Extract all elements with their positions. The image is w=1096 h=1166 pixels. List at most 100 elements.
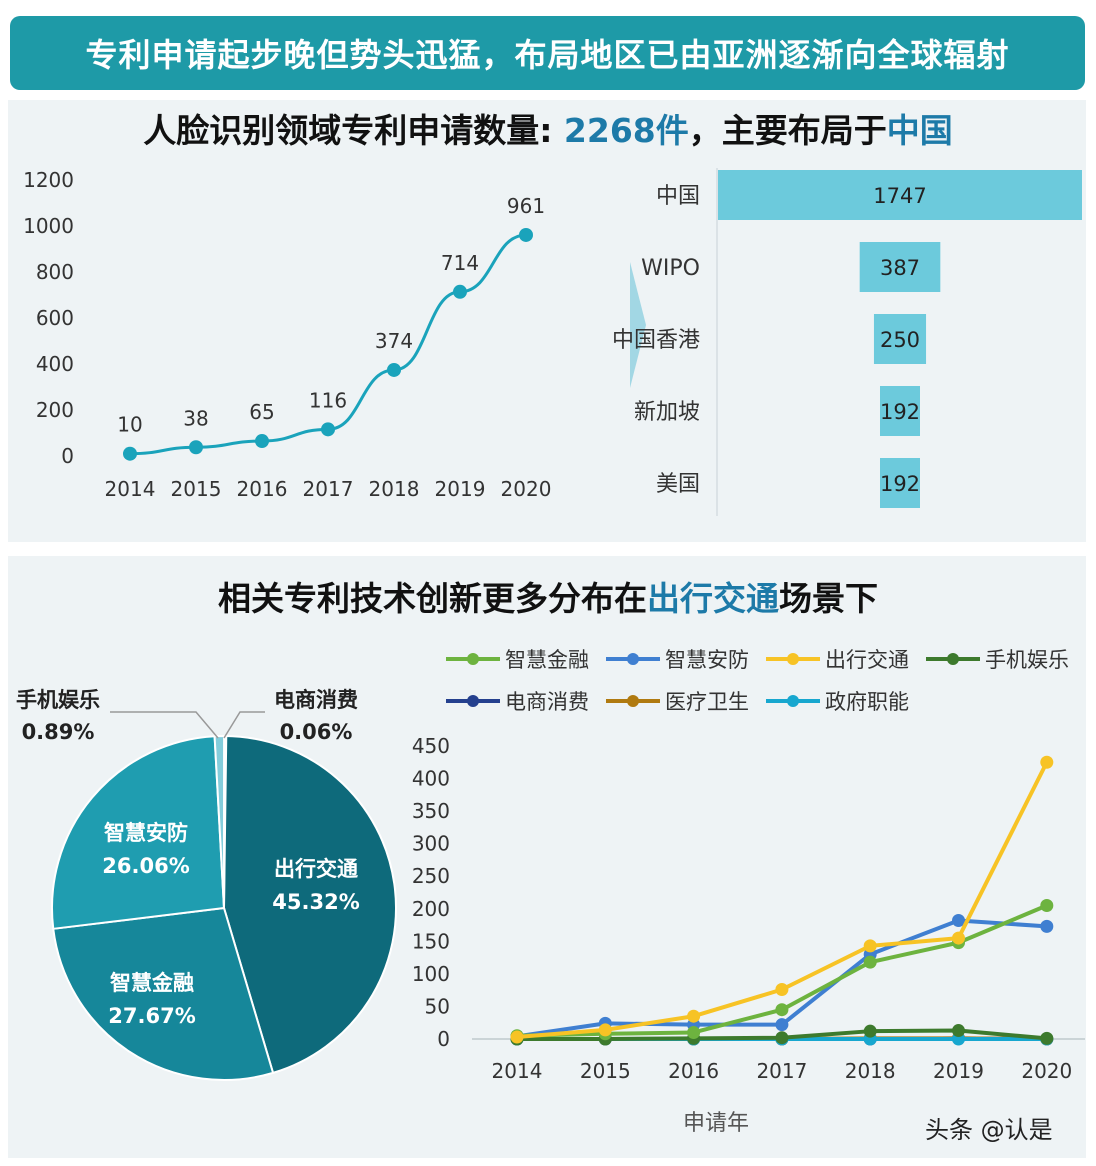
pie-slice (222, 734, 397, 1075)
x-tick-label: 2015 (580, 1059, 631, 1083)
bar (873, 314, 927, 364)
data-point (123, 446, 137, 461)
x-tick-label: 2016 (237, 477, 288, 501)
legend-swatch-marker (627, 653, 639, 665)
x-tick-label: 2018 (369, 477, 420, 501)
bar-value-label: 1747 (873, 184, 926, 208)
legend-swatch-marker (467, 653, 479, 665)
pie-label: 出行交通 (274, 857, 358, 881)
title2-suffix: 场景下 (779, 579, 878, 618)
y-tick-label: 100 (412, 962, 450, 986)
section-title-bottom: 相关专利技术创新更多分布在出行交通场景下 (0, 572, 1096, 620)
y-tick-label: 50 (425, 994, 450, 1018)
bar-category-label: 中国香港 (612, 328, 700, 353)
data-point (510, 1030, 524, 1044)
pie-pct: 26.06% (102, 854, 189, 878)
title-count: 2268件 (563, 111, 689, 150)
pie-slice (52, 906, 275, 1081)
x-tick-label: 2019 (933, 1059, 984, 1083)
legend-label: 智慧金融 (505, 648, 589, 672)
data-label: 65 (249, 400, 274, 424)
x-tick-label: 2018 (845, 1059, 896, 1083)
x-tick-label: 2020 (501, 477, 552, 501)
y-tick-label: 400 (36, 352, 74, 376)
legend-label: 医疗卫生 (665, 690, 749, 714)
data-point (387, 362, 401, 377)
pie-label: 智慧金融 (110, 971, 194, 995)
legend-swatch-marker (627, 695, 639, 707)
data-point (1040, 1031, 1054, 1045)
y-tick-label: 0 (61, 444, 74, 468)
leader-line (110, 711, 219, 739)
bar-category-label: 美国 (656, 472, 700, 497)
pie-pct: 0.89% (22, 720, 95, 744)
title-middle: ，主要布局于 (688, 111, 887, 150)
y-tick-label: 1200 (23, 168, 74, 192)
data-point (453, 284, 467, 299)
data-label: 714 (441, 251, 479, 275)
x-tick-label: 2017 (756, 1059, 807, 1083)
arrow-shape (630, 262, 646, 388)
watermark: 头条 @认是 (925, 1116, 1053, 1144)
y-tick-label: 250 (412, 864, 450, 888)
x-tick-label: 2015 (171, 477, 222, 501)
bar-category-label: 中国 (656, 184, 700, 209)
legend-label: 政府职能 (825, 690, 909, 714)
data-label: 38 (183, 406, 208, 430)
pie-pct: 0.06% (280, 720, 353, 744)
title-prefix: 人脸识别领域专利申请数量: (143, 111, 564, 150)
y-tick-label: 600 (36, 306, 74, 330)
banner-title: 专利申请起步晚但势头迅猛，布局地区已由亚洲逐渐向全球辐射 (85, 36, 1010, 74)
y-tick-label: 300 (412, 832, 450, 856)
bar-value-label: 192 (880, 400, 920, 424)
bar (879, 458, 921, 508)
legend-label: 手机娱乐 (985, 648, 1069, 672)
data-label: 961 (507, 194, 545, 218)
y-tick-label: 1000 (23, 214, 74, 238)
bar-value-label: 387 (880, 256, 920, 280)
pie-label: 智慧安防 (104, 821, 188, 845)
title2-prefix: 相关专利技术创新更多分布在 (218, 579, 647, 618)
bar-value-label: 192 (880, 472, 920, 496)
data-point (775, 1018, 789, 1032)
data-point (255, 434, 269, 449)
bar (718, 170, 1082, 220)
data-point (189, 440, 203, 455)
data-label: 374 (375, 329, 413, 353)
y-tick-label: 350 (412, 799, 450, 823)
y-tick-label: 200 (412, 897, 450, 921)
data-point (321, 422, 335, 437)
section-title-top: 人脸识别领域专利申请数量: 2268件，主要布局于中国 (0, 104, 1096, 152)
y-tick-label: 800 (36, 260, 74, 284)
legend-swatch-marker (947, 653, 959, 665)
title2-highlight: 出行交通 (647, 579, 779, 618)
y-tick-label: 150 (412, 929, 450, 953)
x-axis-title: 申请年 (683, 1111, 749, 1136)
data-point (1040, 919, 1054, 933)
data-point (1040, 899, 1054, 913)
legend-label: 电商消费 (505, 690, 589, 714)
data-point (863, 939, 877, 953)
bar-category-label: WIPO (641, 256, 700, 281)
legend-swatch-marker (787, 695, 799, 707)
legend-label: 出行交通 (825, 648, 909, 672)
data-point (952, 913, 965, 927)
bar (859, 242, 941, 292)
y-tick-label: 450 (412, 734, 450, 758)
pie-label: 手机娱乐 (16, 688, 100, 712)
y-tick-label: 200 (36, 398, 74, 422)
data-point (1040, 755, 1054, 769)
pie-slice (51, 735, 226, 930)
y-tick-label: 400 (412, 767, 450, 791)
bar-category-label: 新加坡 (634, 400, 700, 425)
x-tick-label: 2014 (492, 1059, 543, 1083)
x-tick-label: 2016 (668, 1059, 719, 1083)
data-point (687, 1025, 701, 1039)
legend-swatch-marker (467, 695, 479, 707)
data-label: 116 (309, 388, 347, 412)
leader-line (223, 711, 265, 739)
x-tick-label: 2020 (1021, 1059, 1072, 1083)
data-point (687, 1009, 701, 1023)
legend-label: 智慧安防 (665, 648, 749, 672)
